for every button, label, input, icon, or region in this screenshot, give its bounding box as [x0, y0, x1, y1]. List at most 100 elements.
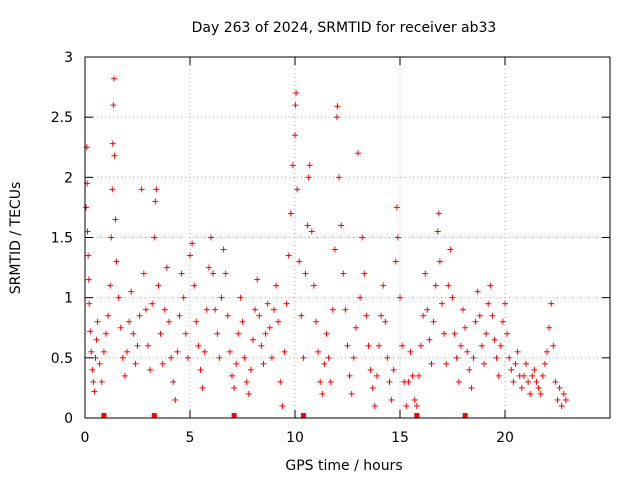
x-tick-label: 0: [81, 430, 90, 446]
data-point: [94, 318, 101, 325]
data-point: [556, 384, 563, 391]
data-point: [560, 390, 567, 397]
data-point: [128, 288, 135, 295]
data-point: [491, 336, 498, 343]
data-point: [413, 402, 420, 409]
data-point: [193, 318, 200, 325]
data-point: [321, 360, 328, 367]
y-tick-label: 0: [64, 411, 73, 427]
data-point: [119, 354, 126, 361]
tick-labels: 0 5 10 15 20 0 0.5 1 1.5 2 2.5 3: [51, 50, 514, 446]
data-point: [305, 174, 312, 181]
data-point: [369, 384, 376, 391]
data-point: [153, 186, 160, 193]
data-point: [348, 390, 355, 397]
data-point: [325, 354, 332, 361]
data-point: [504, 330, 511, 337]
x-tick-label: 5: [186, 430, 195, 446]
data-point: [508, 366, 515, 373]
axis-marker: [462, 413, 468, 418]
data-point: [247, 366, 254, 373]
data-point: [495, 372, 502, 379]
data-point: [376, 342, 382, 349]
data-point: [474, 288, 481, 295]
data-point: [182, 330, 189, 337]
data-point: [250, 336, 256, 343]
data-point: [159, 360, 166, 367]
data-point: [541, 360, 548, 367]
data-point: [518, 384, 525, 391]
data-point: [373, 372, 380, 379]
data-point: [392, 258, 399, 265]
data-point: [537, 390, 544, 397]
data-point: [199, 384, 206, 391]
data-point: [241, 354, 248, 361]
data-point: [334, 114, 340, 121]
data-point: [544, 348, 550, 355]
data-point: [226, 348, 233, 355]
data-point: [218, 294, 225, 301]
data-point: [357, 294, 364, 301]
data-point: [256, 312, 263, 319]
data-point: [384, 354, 391, 361]
data-point: [390, 366, 397, 373]
data-point: [558, 402, 565, 409]
y-tick-label: 3: [64, 50, 73, 66]
data-point: [124, 348, 130, 355]
data-point: [152, 198, 159, 205]
data-point: [176, 312, 183, 319]
data-point: [216, 354, 223, 361]
data-point: [110, 75, 117, 82]
x-axis-label: GPS time / hours: [285, 458, 402, 474]
data-point: [464, 348, 471, 355]
data-point: [399, 342, 406, 349]
data-point: [512, 360, 519, 367]
data-point: [187, 252, 193, 259]
data-point: [520, 372, 527, 379]
data-point: [302, 270, 309, 277]
data-point: [313, 318, 319, 325]
data-point: [93, 336, 100, 343]
data-point: [506, 354, 513, 361]
data-point: [210, 270, 217, 277]
data-point: [296, 258, 303, 265]
data-point: [380, 282, 387, 289]
data-point: [195, 342, 202, 349]
data-point: [361, 270, 368, 277]
data-point: [96, 360, 103, 367]
data-point: [229, 372, 235, 379]
data-point: [87, 328, 94, 335]
data-point: [304, 222, 311, 229]
data-point: [233, 360, 240, 367]
data-point: [126, 318, 133, 325]
data-point: [525, 378, 532, 385]
data-point: [554, 396, 561, 403]
data-point: [300, 354, 307, 361]
data-point: [84, 228, 91, 235]
data-point: [245, 390, 252, 397]
data-point: [111, 152, 118, 159]
data-point: [231, 384, 238, 391]
data-point: [174, 348, 181, 355]
data-point: [552, 378, 559, 385]
data-point: [344, 342, 351, 349]
data-point: [327, 378, 334, 385]
data-point: [453, 354, 460, 361]
y-tick-label: 2: [64, 170, 73, 186]
data-point: [435, 210, 442, 217]
data-point: [323, 330, 330, 337]
data-point: [254, 276, 261, 283]
data-point: [430, 318, 437, 325]
data-point: [548, 300, 555, 307]
data-point: [306, 162, 313, 169]
data-point: [140, 270, 147, 277]
data-point: [108, 234, 115, 241]
data-point: [439, 300, 445, 307]
data-point: [434, 228, 441, 235]
data-point: [208, 234, 214, 241]
data-point: [91, 388, 98, 395]
data-point: [331, 246, 338, 253]
data-point: [110, 102, 117, 109]
data-point: [161, 306, 168, 313]
